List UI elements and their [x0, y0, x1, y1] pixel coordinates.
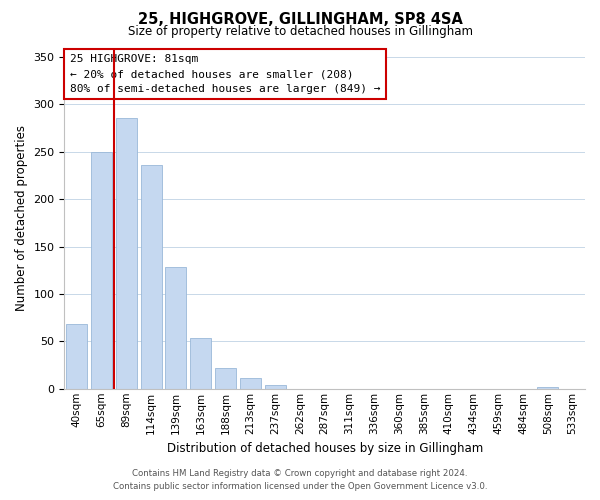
Text: Size of property relative to detached houses in Gillingham: Size of property relative to detached ho… — [128, 25, 473, 38]
Bar — [91, 152, 112, 389]
Bar — [240, 378, 261, 389]
Bar — [116, 118, 137, 389]
Bar — [140, 165, 162, 389]
Bar — [215, 368, 236, 389]
Text: 25 HIGHGROVE: 81sqm
← 20% of detached houses are smaller (208)
80% of semi-detac: 25 HIGHGROVE: 81sqm ← 20% of detached ho… — [70, 54, 380, 94]
Text: 25, HIGHGROVE, GILLINGHAM, SP8 4SA: 25, HIGHGROVE, GILLINGHAM, SP8 4SA — [137, 12, 463, 28]
Bar — [66, 324, 88, 389]
Bar — [166, 268, 187, 389]
Bar — [537, 387, 559, 389]
X-axis label: Distribution of detached houses by size in Gillingham: Distribution of detached houses by size … — [167, 442, 483, 455]
Bar — [190, 338, 211, 389]
Y-axis label: Number of detached properties: Number of detached properties — [15, 125, 28, 311]
Text: Contains HM Land Registry data © Crown copyright and database right 2024.
Contai: Contains HM Land Registry data © Crown c… — [113, 470, 487, 491]
Bar — [265, 385, 286, 389]
